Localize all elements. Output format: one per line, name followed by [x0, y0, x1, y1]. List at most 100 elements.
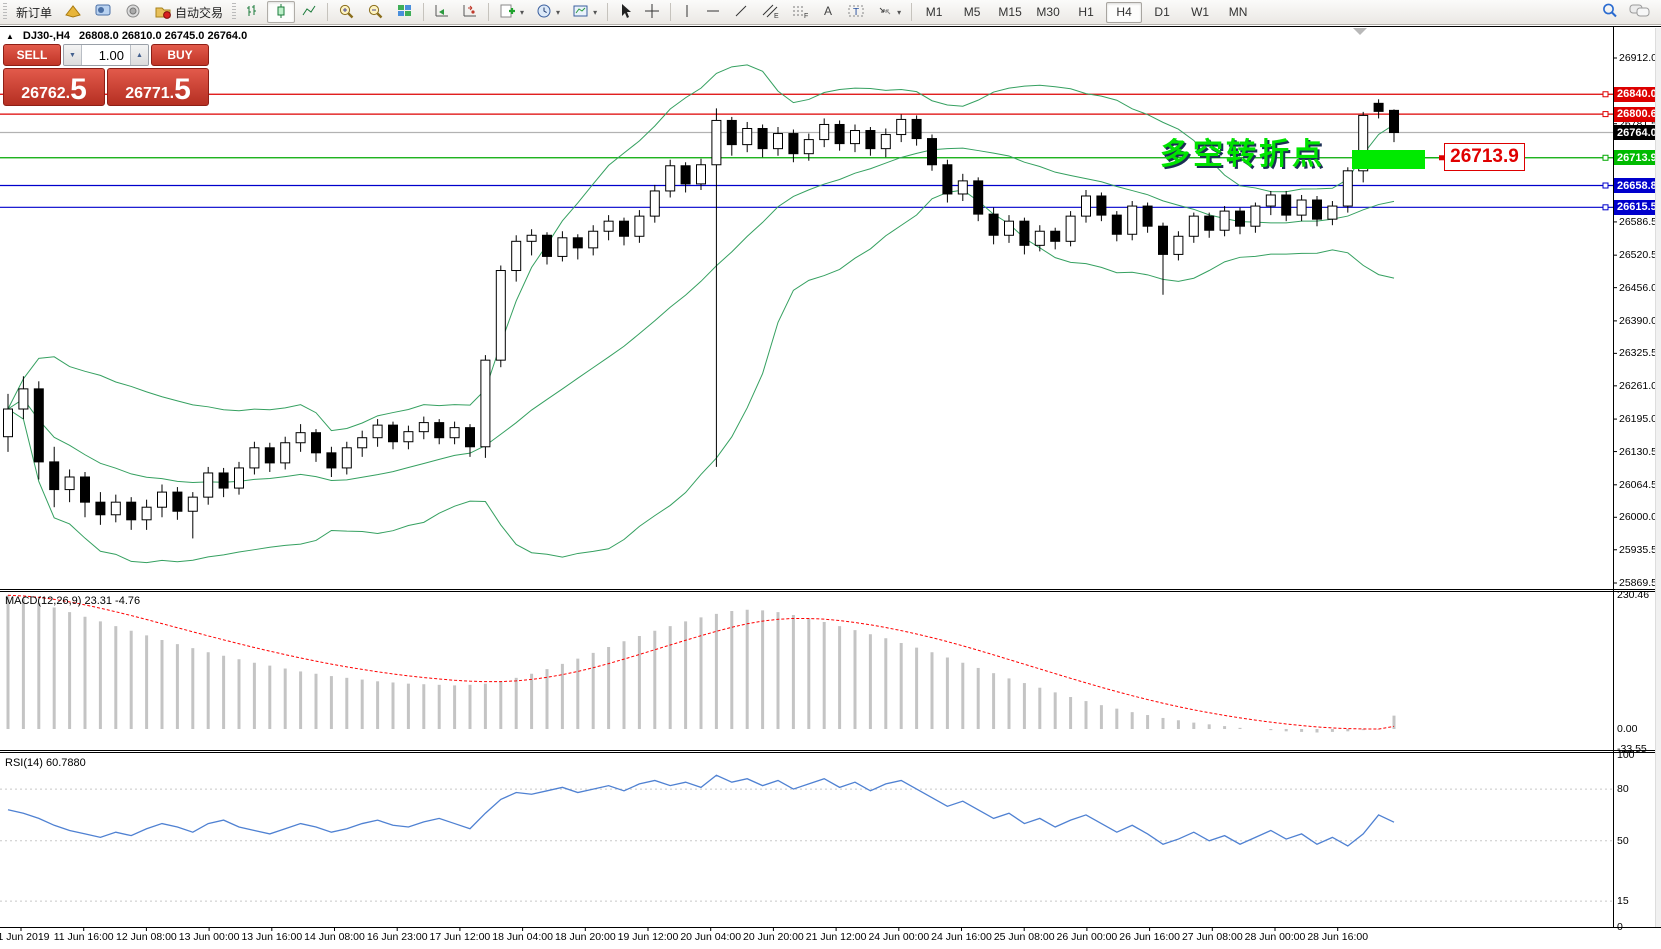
time-label: 24 Jun 16:00 [931, 931, 992, 943]
symbol-period-label: DJ30-,H4 [22, 30, 70, 42]
dropdown-arrow-icon: ▾ [520, 7, 525, 17]
candle-body [126, 501, 137, 521]
text-button[interactable]: A [815, 1, 841, 23]
candle-body [988, 213, 999, 236]
candle-body [388, 424, 398, 443]
candle-body [326, 452, 337, 469]
candle-body [1065, 215, 1076, 242]
hline-anchor[interactable] [1602, 91, 1609, 98]
candle-body [418, 422, 429, 433]
chart-shift-icon [462, 3, 478, 22]
hline-anchor[interactable] [1602, 204, 1609, 211]
timeframe-MN[interactable]: MN [1228, 5, 1248, 19]
market-watch-button[interactable] [58, 1, 88, 23]
candle-body [1235, 210, 1245, 227]
timeframe-M30[interactable]: M30 [1036, 5, 1060, 19]
crosshair-button[interactable] [638, 1, 666, 23]
annotation-text[interactable]: 多空转折点 [1160, 138, 1325, 171]
horizontal-line-button[interactable] [699, 1, 727, 23]
chart-shift-marker[interactable] [1353, 28, 1367, 35]
periods-button[interactable]: ▾ [530, 1, 566, 23]
timeframe-D1[interactable]: D1 [1154, 5, 1170, 19]
trendline-button[interactable] [727, 1, 755, 23]
candle-body [526, 234, 537, 242]
candle-body [1250, 205, 1261, 227]
buy-button[interactable]: BUY [151, 44, 209, 66]
buy-price-main: 26771. [125, 85, 175, 102]
cursor-button[interactable] [612, 1, 638, 23]
news-button[interactable] [118, 1, 148, 23]
buy-price-button[interactable]: 26771. 5 [107, 68, 209, 106]
volume-decrease-button[interactable]: ▼ [64, 45, 82, 65]
time-label: 18 Jun 04:00 [492, 931, 553, 943]
candle-body [187, 496, 198, 512]
zoom-out-button[interactable] [361, 1, 390, 23]
candle-body [819, 123, 830, 141]
arrows-icon [877, 3, 893, 22]
autotrading-button[interactable]: 自动交易 [148, 1, 229, 23]
candle-body [33, 388, 44, 463]
candle-body [311, 432, 321, 454]
tile-windows-button[interactable] [390, 1, 419, 23]
candle-body [634, 215, 645, 237]
search-icon[interactable] [1601, 2, 1619, 22]
sell-price-button[interactable]: 26762. 5 [3, 68, 105, 106]
toolbar-grip[interactable] [3, 3, 7, 21]
sell-button[interactable]: SELL [3, 44, 61, 66]
zoom-in-button[interactable] [332, 1, 361, 23]
timeframe-H1[interactable]: H1 [1078, 5, 1094, 19]
hline-anchor[interactable] [1602, 154, 1609, 161]
timeframe-W1[interactable]: W1 [1191, 5, 1210, 19]
timeframe-M5[interactable]: M5 [963, 5, 981, 19]
timeframe-M1[interactable]: M1 [925, 5, 943, 19]
candle-body [434, 422, 445, 439]
data-window-button[interactable] [88, 1, 118, 23]
candle-body [449, 427, 460, 439]
collapse-panel-icon[interactable]: ▲ [6, 31, 14, 41]
macd-indicator-label: MACD(12,26,9) 23.31 -4.76 [5, 595, 141, 607]
timeframe-H4[interactable]: H4 [1106, 1, 1143, 23]
trendline-icon [733, 3, 749, 22]
candle-body [973, 180, 984, 215]
templates-button[interactable]: ▾ [566, 1, 603, 23]
annotation-rectangle[interactable] [1352, 150, 1425, 169]
equidistant-channel-button[interactable]: E [755, 1, 785, 23]
candle-body [1019, 220, 1030, 246]
fibonacci-button[interactable]: F [785, 1, 815, 23]
chart-shift-button[interactable] [456, 1, 484, 23]
fibonacci-icon: F [791, 3, 809, 22]
toolbar-grip[interactable] [232, 3, 237, 21]
svg-text:A: A [824, 4, 832, 18]
candle-body [680, 165, 691, 185]
text-label-button[interactable]: T [841, 1, 871, 23]
new-order-button[interactable]: 新订单 [10, 1, 58, 23]
candlestick-chart-icon [273, 3, 289, 22]
candle-body [588, 230, 599, 249]
line-chart-icon [301, 3, 317, 22]
indicators-button[interactable]: ▾ [493, 1, 530, 23]
volume-increase-button[interactable]: ▲ [130, 45, 148, 65]
annotation-price-label[interactable]: 26713.9 [1444, 143, 1525, 171]
autoscroll-button[interactable] [428, 1, 456, 23]
hline-anchor[interactable] [1602, 111, 1609, 118]
line-chart-button[interactable] [295, 1, 323, 23]
candle-body [1296, 199, 1307, 216]
volume-value[interactable]: 1.00 [98, 47, 124, 63]
vertical-line-button[interactable] [675, 1, 699, 23]
timeframe-M15[interactable]: M15 [998, 5, 1022, 19]
arrows-button[interactable]: ▾ [871, 1, 907, 23]
candlestick-chart-button[interactable] [267, 1, 296, 23]
candle-body [1158, 225, 1168, 255]
dropdown-arrow-icon: ▾ [897, 7, 902, 17]
community-chat-icon[interactable] [1629, 2, 1651, 22]
candle-body [1373, 102, 1384, 112]
bar-chart-button[interactable] [239, 1, 267, 23]
indicators-icon [499, 3, 516, 22]
candle-body [619, 220, 629, 237]
hline-anchor[interactable] [1602, 182, 1609, 189]
new-order-label: 新订单 [16, 5, 53, 20]
clock-icon [536, 3, 552, 22]
candle-body [649, 190, 660, 217]
candle-body [911, 118, 922, 140]
